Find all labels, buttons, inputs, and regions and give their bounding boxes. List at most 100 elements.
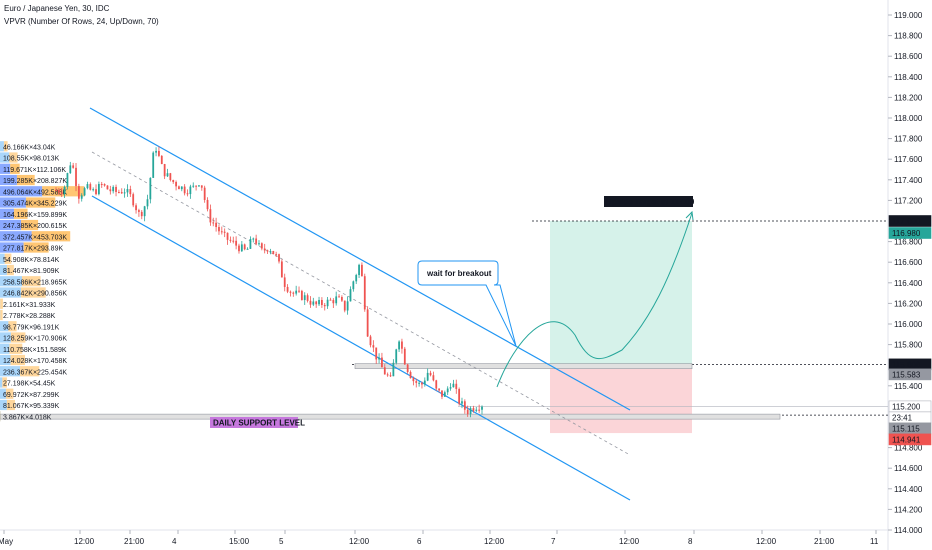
candle-body [240, 244, 243, 252]
candle-body [320, 299, 323, 306]
candle-body [63, 186, 66, 195]
candle-body [395, 349, 398, 363]
candle-body [283, 277, 286, 287]
candle-body [206, 199, 209, 210]
volume-profile-up-bar [0, 186, 43, 197]
candle-body [289, 291, 292, 293]
price-axis-label-box [888, 433, 932, 446]
candle-body [143, 206, 146, 217]
candle-body [352, 281, 355, 290]
candle-body [463, 401, 466, 410]
candle-body [83, 188, 86, 196]
volume-profile-down-bar [20, 287, 46, 298]
candle-body [401, 341, 403, 349]
candle-body [392, 362, 395, 377]
volume-profile-down-bar [3, 141, 8, 152]
volume-profile-down-bar [42, 186, 85, 197]
price-tick-label: 117.600 [894, 155, 923, 164]
volume-profile-down-bar [8, 321, 17, 332]
volume-profile-up-bar [0, 287, 21, 298]
candle-body [429, 372, 432, 376]
support-label-text: DAILY SUPPORT LEVEL [213, 419, 305, 428]
candle-body [409, 372, 412, 379]
candle-body [100, 184, 103, 186]
volume-profile-label: 164.196K×159.899K [3, 212, 67, 219]
candle-body [146, 199, 149, 207]
candle-body [255, 238, 258, 244]
candle-body [172, 180, 175, 183]
candle-body [475, 409, 478, 411]
candle-body [229, 239, 232, 241]
candle-body [215, 222, 218, 228]
candle-body [466, 409, 469, 414]
volume-profile-label: 108.55K×98.013K [3, 156, 60, 163]
breakout-callout-text: wait for breakout [426, 269, 492, 278]
channel-lower-line [91, 195, 631, 501]
volume-profile-down-bar [9, 152, 18, 163]
volume-profile-up-bar [0, 388, 6, 399]
candle-body [472, 408, 475, 411]
volume-profile-up-bar [0, 163, 11, 174]
candle-body [355, 275, 358, 282]
candle-body [329, 299, 332, 301]
volume-profile-down-bar [10, 163, 20, 174]
volume-profile-up-bar [0, 332, 11, 343]
price-tick-label: 117.800 [894, 135, 923, 144]
candle-body [220, 231, 223, 233]
price-tick-label: 114.600 [894, 464, 923, 473]
candle-body [263, 248, 266, 251]
candle-body [332, 300, 335, 304]
volume-profile-down-bar [5, 388, 14, 399]
candle-body [249, 239, 252, 249]
candle-body [272, 250, 275, 255]
price-axis-label: 116.980 [892, 229, 921, 238]
candle-body [349, 289, 352, 302]
candle-body [326, 299, 329, 307]
candle-body [435, 380, 438, 389]
candle-body [178, 186, 180, 190]
candle-body [75, 167, 77, 187]
candle-body [280, 261, 283, 278]
volume-profile-down-bar [13, 208, 28, 219]
volume-profile-label: 128.259K×170.906K [3, 336, 67, 343]
volume-profile-up-bar [0, 354, 11, 366]
candle-body [103, 184, 106, 186]
time-tick-label: 12:00 [619, 537, 640, 546]
volume-profile-up-bar [0, 276, 22, 287]
candle-body [469, 408, 472, 414]
price-tick-label: 114.000 [894, 526, 923, 535]
volume-profile-up-bar [0, 343, 10, 354]
candle-body [166, 173, 169, 177]
volume-profile-up-bar [0, 208, 14, 219]
candle-body [89, 184, 92, 190]
candle-body [461, 401, 463, 404]
candle-body [383, 367, 386, 375]
candle-body [309, 300, 312, 305]
candle-body [175, 182, 177, 187]
candle-body [106, 185, 109, 190]
candle-body [295, 290, 298, 294]
target-label-text: Upside Target at 117.00 [606, 198, 695, 207]
volume-profile-label: 236.367K×225.454K [3, 369, 67, 376]
price-tick-label: 117.200 [894, 196, 923, 205]
candle-body [478, 409, 481, 411]
candle-body [203, 187, 206, 200]
volume-profile-up-bar [0, 377, 3, 388]
candle-body [109, 189, 112, 192]
time-tick-label: 7 [551, 537, 556, 546]
candle-body [138, 210, 140, 212]
price-axis-label-box [888, 215, 932, 227]
volume-profile-up-bar [0, 399, 7, 411]
volume-profile-down-bar [20, 366, 40, 377]
indicator-label[interactable]: VPVR (Number Of Rows, 24, Up/Down, 70) [4, 17, 159, 26]
volume-profile-label: 277.817K×293.89K [3, 246, 63, 253]
candle-body [361, 264, 363, 277]
volume-profile-down-bar [25, 197, 56, 208]
candle-body [338, 296, 340, 298]
candle-body [366, 309, 369, 337]
price-tick-label: 114.400 [894, 485, 923, 494]
price-axis-label: 115.200 [892, 402, 921, 411]
volume-profile-label: 27.198K×54.45K [3, 381, 56, 388]
chart-title: Euro / Japanese Yen, 30, IDC [4, 4, 110, 13]
